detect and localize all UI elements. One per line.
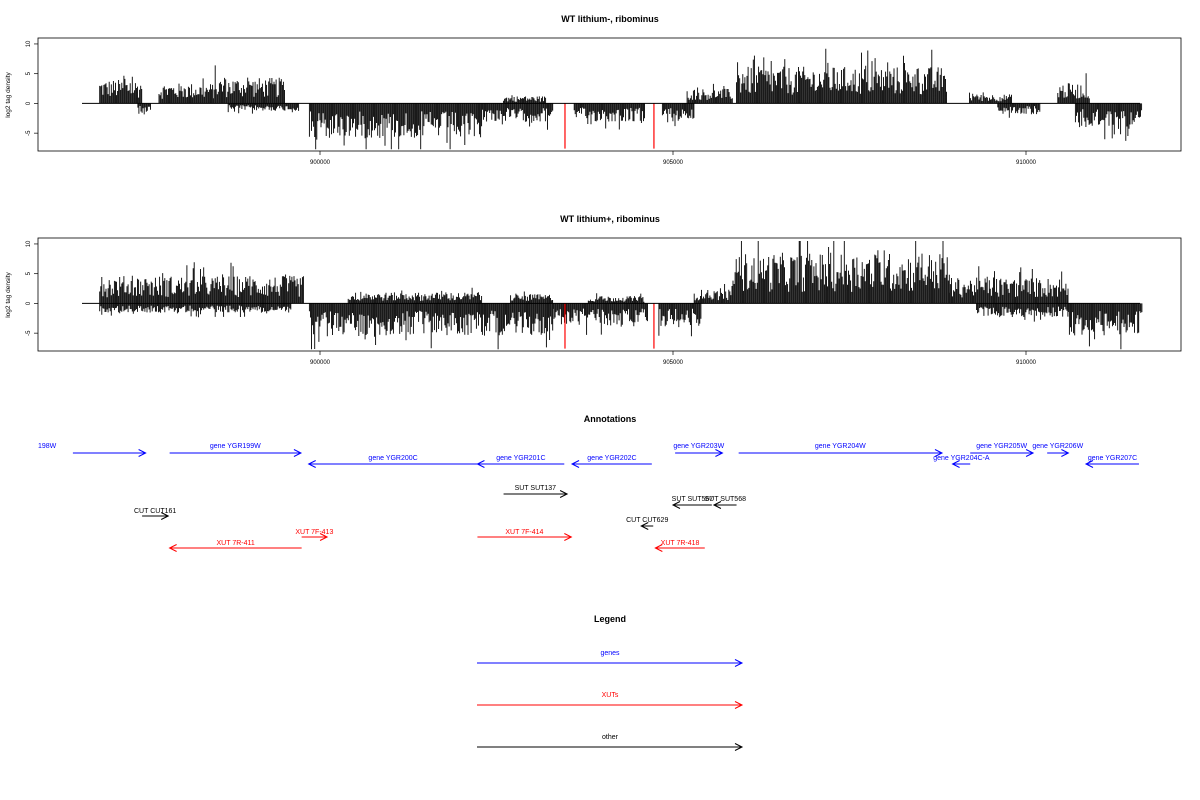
x-tick-label: 905000 [663,360,684,366]
y-tick-label: -5 [26,130,32,136]
x-tick-label: 905000 [663,160,684,166]
feature-label: XUT 7F-414 [505,529,543,536]
annotation-features: 198W gene YGR199W gene YGR200C gene YGR201C… [38,443,1139,552]
feature-arrow [142,512,170,520]
legend: Legend genes XUTs other [477,614,744,751]
legend-entries: genes XUTs other [477,650,744,751]
feature-label: gene YGR206W [1032,443,1083,450]
density-bar-path [99,48,1143,150]
y-tick-label: 0 [26,301,32,305]
feature-label: gene YGR204W [815,443,866,450]
x-tick-label: 910000 [1016,160,1037,166]
y-tick-label: 10 [26,40,32,47]
feature-label: XUT 7R-411 [217,540,255,547]
x-tick-label: 900000 [310,360,331,366]
annotations-panel: Annotations 198W gene YGR199W gene YGR200C… [38,414,1139,552]
feature-label: SUT SUT568 [704,496,746,503]
feature-arrow [168,544,302,552]
feature-label: gene YGR199W [210,443,261,450]
feature-arrow [671,501,712,509]
feature-arrow [1084,460,1139,468]
y-axis-label: log2 tag density [5,71,12,117]
feature-arrow [1047,449,1070,457]
chart-title: WT lithium+, ribominus [560,214,660,224]
feature-arrow [654,544,705,552]
legend-label: XUTs [602,692,619,699]
legend-arrow [477,743,744,751]
feature-arrow [951,460,971,468]
feature-label: gene YGR202C [587,455,636,462]
legend-label: genes [600,650,620,657]
feature-arrow [970,449,1035,457]
feature-arrow [307,460,478,468]
feature-label: gene YGR207C [1088,455,1137,462]
feature-label: gene YGR204C-A [933,455,990,462]
feature-label: XUT 7R-418 [661,540,700,547]
feature-label: 198W [38,443,57,450]
feature-arrow [712,501,737,509]
feature-arrow [72,449,147,457]
axes: -5 0 5 10 900000 905000 910000 [26,240,1140,366]
feature-arrow [503,490,569,498]
legend-label: other [602,734,619,741]
legend-arrow [477,701,744,709]
feature-label: gene YGR203W [673,443,724,450]
annotations-title: Annotations [584,414,637,424]
feature-arrow [738,449,944,457]
x-tick-label: 900000 [310,160,331,166]
feature-label: SUT SUT567 [672,496,714,503]
y-tick-label: 5 [26,271,32,275]
y-tick-label: 5 [26,71,32,75]
y-tick-label: 0 [26,101,32,105]
feature-label: XUT 7F-413 [295,529,333,536]
density-bar-path [99,241,1143,350]
feature-label: gene YGR201C [496,455,545,462]
density-bars [99,241,1143,350]
feature-arrow [640,522,654,530]
chart-title: WT lithium-, ribominus [561,14,659,24]
x-tick-label: 910000 [1016,360,1037,366]
y-axis-label: log2 tag density [5,271,12,317]
feature-arrow [675,449,724,457]
feature-arrow [169,449,303,457]
plot-frame [37,237,1182,352]
y-tick-label: 10 [26,240,32,247]
legend-arrow [477,659,744,667]
feature-label: gene YGR200C [368,455,417,462]
axes: -5 0 5 10 900000 905000 910000 [26,40,1140,166]
track-panel-lithium-minus: WT lithium-, ribominus log2 tag density … [5,14,1182,166]
feature-arrow [477,533,573,541]
feature-label: SUT SUT137 [515,485,557,492]
legend-title: Legend [594,614,626,624]
feature-label: CUT CUT629 [626,517,668,524]
plot-frame [37,37,1182,152]
feature-arrow [301,533,329,541]
y-tick-label: -5 [26,330,32,336]
feature-label: gene YGR205W [976,443,1027,450]
feature-label: CUT CUT161 [134,508,176,515]
feature-arrow [476,460,565,468]
density-bars [99,48,1143,150]
track-panel-lithium-plus: WT lithium+, ribominus log2 tag density … [5,214,1182,366]
feature-arrow [570,460,652,468]
